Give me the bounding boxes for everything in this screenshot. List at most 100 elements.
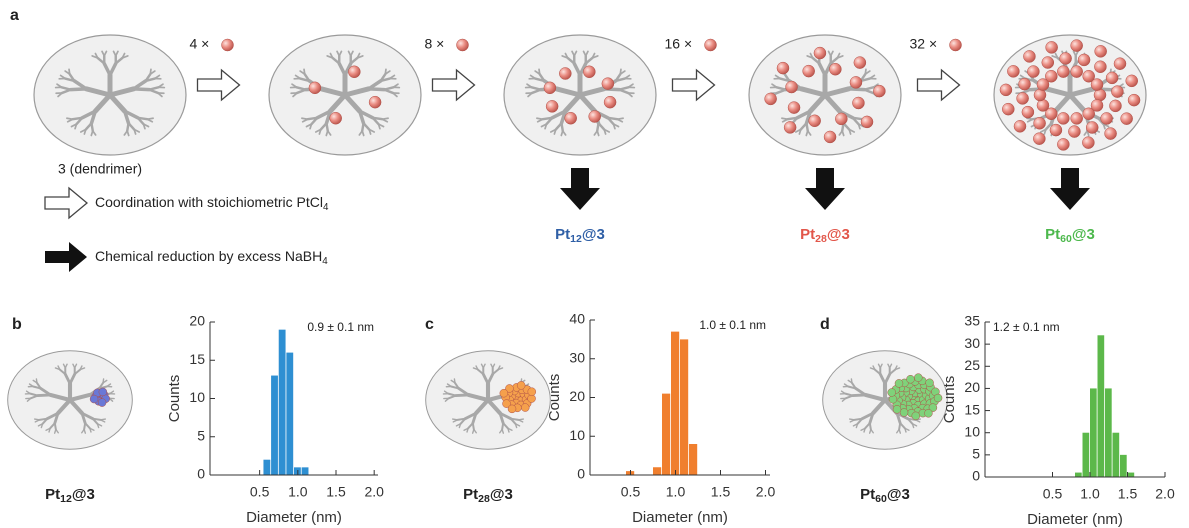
sphere <box>1101 112 1113 124</box>
text: @3 <box>887 486 910 503</box>
sphere <box>583 66 595 78</box>
y-tick-label: 35 <box>964 313 980 329</box>
x-tick-label: 2.0 <box>1155 486 1175 502</box>
x-tick-label: 0.5 <box>1043 486 1063 502</box>
y-tick-label: 25 <box>964 357 980 373</box>
sphere <box>1045 70 1057 82</box>
arrow-solid <box>45 242 87 272</box>
text: Coordination with stoichiometric PtCl <box>95 194 323 210</box>
sphere <box>1114 58 1126 70</box>
y-tick-label: 15 <box>964 401 980 417</box>
bar <box>662 394 670 475</box>
sphere <box>1019 78 1031 90</box>
label: Pt60@3 <box>860 486 910 505</box>
text: @3 <box>582 226 605 243</box>
figure: a 4 ×8 ×16 ×32 ×3 (dendrimer)Coordinatio… <box>0 0 1189 528</box>
bar <box>1075 473 1082 477</box>
sphere <box>1057 138 1069 150</box>
sphere <box>544 82 556 94</box>
y-tick-label: 0 <box>577 466 585 482</box>
sphere <box>369 96 381 108</box>
multiplier: 32 × <box>910 36 938 52</box>
sphere <box>1082 137 1094 149</box>
sphere <box>1034 89 1046 101</box>
sphere <box>1094 89 1106 101</box>
sphere <box>786 81 798 93</box>
x-tick-label: 1.0 <box>288 484 308 500</box>
bar <box>271 376 278 475</box>
dendrimer <box>8 351 133 449</box>
sphere <box>784 121 796 133</box>
bar <box>653 467 661 475</box>
sphere <box>1095 45 1107 57</box>
x-tick-label: 0.5 <box>250 484 270 500</box>
sphere <box>1121 113 1133 125</box>
arrow-solid <box>1050 168 1090 210</box>
bar <box>1120 455 1127 477</box>
text: @3 <box>827 226 850 243</box>
sphere <box>546 100 558 112</box>
sphere <box>1128 94 1140 106</box>
sphere <box>1002 103 1014 115</box>
sphere <box>1037 99 1049 111</box>
panel-label: a <box>10 7 19 24</box>
sphere <box>1106 72 1118 84</box>
sphere <box>888 388 896 396</box>
sphere <box>829 63 841 75</box>
subscript: 4 <box>322 256 328 267</box>
y-axis-label: Counts <box>166 375 183 423</box>
label: Pt28@3 <box>463 486 513 505</box>
text: Pt <box>860 486 875 503</box>
arrow-open <box>673 70 715 100</box>
x-axis-label: Diameter (nm) <box>246 509 342 526</box>
arrow-solid <box>805 168 845 210</box>
sphere <box>893 405 901 413</box>
sphere <box>900 408 908 416</box>
text: Pt <box>45 486 60 503</box>
y-tick-label: 30 <box>964 335 980 351</box>
sphere <box>1034 117 1046 129</box>
sphere <box>895 379 903 387</box>
sphere <box>589 110 601 122</box>
annotation: 1.2 ± 0.1 nm <box>993 320 1060 334</box>
bar <box>302 467 309 475</box>
sphere <box>1046 41 1058 53</box>
subscript: 12 <box>570 233 582 245</box>
y-axis-label: Counts <box>546 374 563 422</box>
sphere <box>1111 86 1123 98</box>
arrow-open <box>198 70 240 100</box>
sphere <box>1105 128 1117 140</box>
arrow-open <box>433 70 475 100</box>
x-tick-label: 2.0 <box>756 484 776 500</box>
sphere <box>861 116 873 128</box>
arrow-solid <box>560 168 600 210</box>
sphere <box>1094 61 1106 73</box>
sphere <box>1014 120 1026 132</box>
panel-label: d <box>820 316 830 333</box>
sphere <box>1078 54 1090 66</box>
sphere <box>602 78 614 90</box>
x-tick-label: 0.5 <box>621 484 641 500</box>
sphere <box>1057 66 1069 78</box>
sphere <box>1057 112 1069 124</box>
text: Pt <box>1045 226 1060 243</box>
y-tick-label: 20 <box>964 379 980 395</box>
bar <box>680 339 688 475</box>
sphere <box>521 404 529 412</box>
sphere <box>517 381 525 389</box>
multiplier: 8 × <box>425 36 445 52</box>
x-tick-label: 1.0 <box>666 484 686 500</box>
sphere <box>1126 75 1138 87</box>
sphere <box>824 131 836 143</box>
panel-label: c <box>425 316 434 333</box>
x-tick-label: 1.5 <box>326 484 346 500</box>
y-tick-label: 40 <box>569 311 585 327</box>
sphere <box>1091 79 1103 91</box>
sphere <box>835 113 847 125</box>
y-tick-label: 10 <box>189 389 205 405</box>
y-tick-label: 10 <box>569 427 585 443</box>
sphere <box>1042 57 1054 69</box>
sphere <box>457 39 469 51</box>
sphere <box>1071 112 1083 124</box>
sphere <box>1033 133 1045 145</box>
